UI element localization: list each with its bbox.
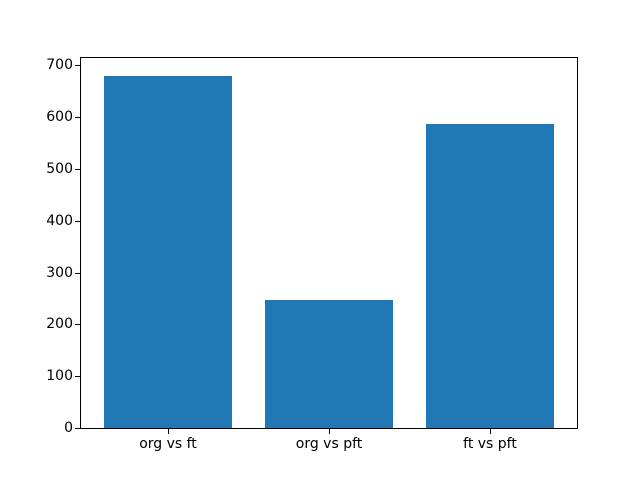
y-tick-label: 300 <box>46 264 73 281</box>
y-tick-label: 500 <box>46 160 73 177</box>
plot-area: 0 100 200 300 400 500 600 700 org vs ft org vs p… <box>46 57 578 452</box>
axes-inner: 0 100 200 300 400 500 600 700 org vs ft org vs p… <box>46 58 577 452</box>
x-tick-mark <box>490 429 491 434</box>
bar-org-vs-ft <box>103 75 233 428</box>
y-tick-mark <box>75 65 80 67</box>
x-tick-label: ft vs pft <box>463 436 517 452</box>
x-tick-label: org vs pft <box>295 436 363 452</box>
bar-org-vs-pft <box>264 299 394 428</box>
y-tick-label: 100 <box>46 368 73 385</box>
y-tick-label: 0 <box>64 420 73 436</box>
y-tick-mark <box>75 428 80 429</box>
y-tick-mark <box>75 117 80 119</box>
y-tick-label: 200 <box>46 316 73 333</box>
x-tick-label: org vs ft <box>139 436 197 452</box>
y-tick-mark <box>75 324 80 326</box>
x-tick-mark <box>329 429 330 434</box>
y-tick-mark <box>75 272 80 274</box>
y-tick-mark <box>75 376 80 378</box>
y-tick-label: 400 <box>46 212 73 229</box>
y-tick-mark <box>75 168 80 170</box>
y-tick-label: 700 <box>46 57 73 74</box>
y-tick-label: 600 <box>46 109 73 126</box>
y-tick-mark <box>75 220 80 222</box>
x-tick-mark <box>168 429 169 434</box>
bar-ft-vs-pft <box>425 124 555 428</box>
